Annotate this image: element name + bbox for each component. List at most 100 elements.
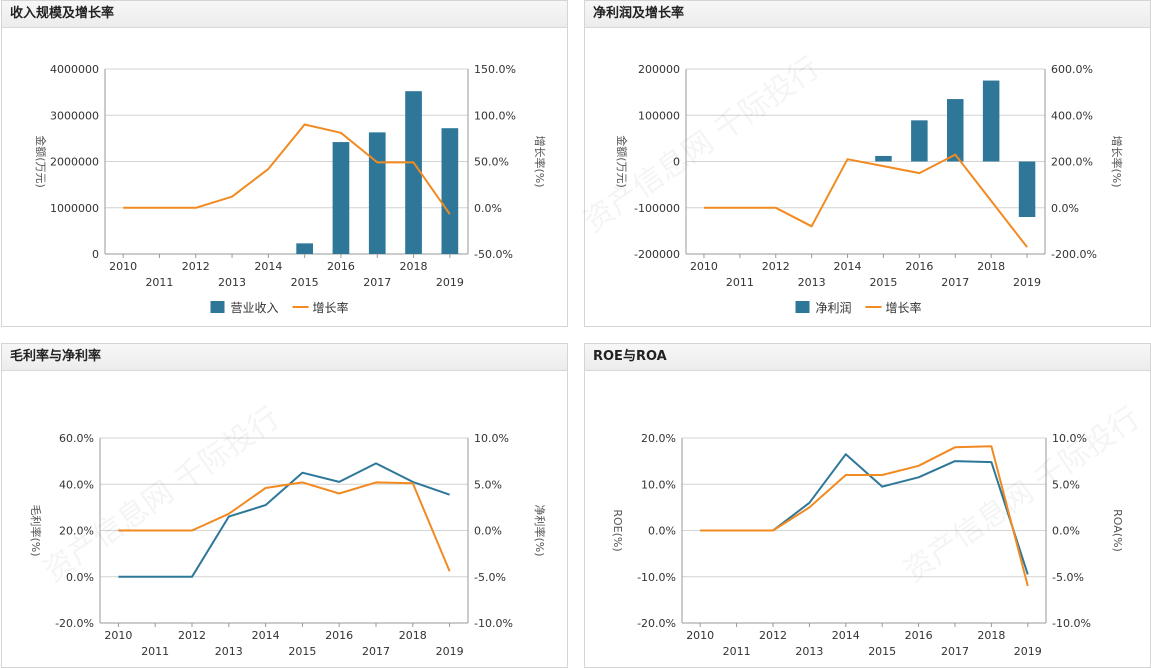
x-tick-label: 2019 (436, 276, 464, 289)
y2-axis-title: 增长率(%) (533, 135, 547, 187)
x-tick-label: 2018 (399, 629, 427, 642)
x-tick-label: 2019 (1014, 645, 1042, 658)
series-line (700, 445, 1029, 587)
panel-roe-roa: ROE与ROA -20.0% -10.0% 0.0% 10.0% 20.0% -10.0%… (584, 343, 1151, 668)
roe-roa-chart: -20.0% -10.0% 0.0% 10.0% 20.0% -10.0% -5.0% 0.0… (611, 432, 1124, 658)
x-tick-label: 2014 (832, 629, 860, 642)
y2-tick-label: -5.0% (1052, 571, 1084, 584)
y2-tick-label: 5.0% (474, 478, 502, 491)
x-tick-label: 2017 (363, 276, 391, 289)
y2-tick-label: 400.0% (1051, 109, 1093, 122)
x-tick-label: 2018 (400, 260, 428, 273)
legend-swatch (795, 301, 810, 313)
y2-tick-label: 100.0% (474, 109, 516, 122)
legend-label: 净利润 (816, 301, 852, 315)
y-tick-label: -200000 (634, 248, 680, 261)
y-tick-label: 10.0% (641, 478, 676, 491)
y2-tick-label: 10.0% (474, 432, 509, 445)
y2-axis-title: 净利率(%) (533, 504, 547, 556)
y-tick-label: 0.0% (66, 571, 94, 584)
y2-axis-title: 增长率(%) (1110, 135, 1124, 187)
legend-label: 增长率 (886, 300, 922, 315)
y-tick-label: 4000000 (50, 63, 99, 76)
legend-label: 增长率 (313, 300, 349, 315)
series-line (704, 153, 1028, 248)
x-tick-label: 2012 (759, 629, 787, 642)
y2-tick-label: 600.0% (1051, 63, 1093, 76)
y-tick-label: 20.0% (59, 525, 94, 538)
y2-tick-label: 0.0% (1051, 202, 1079, 215)
y-tick-label: 0 (673, 156, 680, 169)
x-tick-label: 2014 (252, 629, 280, 642)
y-axis-title: 金额(万元) (615, 135, 629, 188)
panel-margins: 毛利率与净利率 -20.0% 0.0% 20.0% 40.0% 60.0% -10.0% -… (1, 343, 568, 668)
revenue-chart: 0 1000000 2000000 3000000 4000000 -50.0% 0.0% 5… (34, 63, 547, 315)
y-tick-label: 40.0% (59, 478, 94, 491)
x-tick-label: 2010 (104, 629, 132, 642)
bar (441, 128, 459, 254)
x-tick-label: 2017 (362, 645, 390, 658)
panel-net-profit: 净利润及增长率 -200000 -100000 0 100000 200000 -200.… (584, 0, 1151, 327)
y2-tick-label: 5.0% (1052, 478, 1080, 491)
x-tick-label: 2017 (941, 276, 969, 289)
bar (875, 155, 892, 162)
bar (368, 132, 386, 254)
y2-tick-label: 50.0% (474, 156, 509, 169)
series-line (118, 481, 451, 572)
bar (946, 99, 964, 162)
bar (911, 120, 928, 162)
series-line (700, 453, 1029, 575)
y-tick-label: -20.0% (637, 617, 676, 630)
x-tick-label: 2017 (941, 645, 969, 658)
x-tick-label: 2019 (1013, 276, 1041, 289)
panel-title: 收入规模及增长率 (2, 1, 567, 28)
x-tick-label: 2013 (218, 276, 246, 289)
y-tick-label: 2000000 (50, 156, 99, 169)
series-line (123, 123, 451, 215)
y2-tick-label: 0.0% (1052, 525, 1080, 538)
y-axis-title: 毛利率(%) (29, 504, 43, 556)
y-tick-label: 200000 (638, 63, 680, 76)
net-profit-chart: -200000 -100000 0 100000 200000 -200.0% 0.0% 20… (615, 63, 1124, 315)
y2-tick-label: -5.0% (474, 571, 506, 584)
x-tick-label: 2018 (977, 260, 1005, 273)
y2-tick-label: 10.0% (1052, 432, 1087, 445)
x-tick-label: 2012 (762, 260, 790, 273)
y-axis-title: ROE(%) (611, 509, 624, 551)
x-tick-label: 2011 (145, 276, 173, 289)
legend-label: 营业收入 (231, 301, 279, 315)
y2-tick-label: 200.0% (1051, 156, 1093, 169)
x-tick-label: 2015 (291, 276, 319, 289)
bar (405, 91, 422, 254)
bar (982, 80, 1000, 162)
y-tick-label: 0.0% (648, 525, 676, 538)
x-tick-label: 2016 (325, 629, 353, 642)
y-tick-label: 0 (92, 248, 99, 261)
panel-revenue: 收入规模及增长率 0 1000000 2000000 3000000 4000000 -5… (1, 0, 568, 327)
y-tick-label: 20.0% (641, 432, 676, 445)
legend-swatch (210, 301, 225, 313)
x-tick-label: 2016 (327, 260, 355, 273)
x-tick-label: 2010 (109, 260, 137, 273)
y-tick-label: 3000000 (50, 109, 99, 122)
x-tick-label: 2011 (141, 645, 169, 658)
x-tick-label: 2011 (723, 645, 751, 658)
series-line (118, 462, 450, 578)
y-tick-label: -10.0% (637, 571, 676, 584)
x-tick-label: 2012 (182, 260, 210, 273)
y2-tick-label: -200.0% (1051, 248, 1097, 261)
y-tick-label: 1000000 (50, 202, 99, 215)
y2-axis-title: ROA(%) (1111, 509, 1124, 552)
x-tick-label: 2010 (690, 260, 718, 273)
bar (1018, 161, 1036, 217)
y-tick-label: 100000 (638, 109, 680, 122)
panel-title: ROE与ROA (585, 344, 1150, 371)
y-tick-label: -20.0% (55, 617, 94, 630)
y2-tick-label: 150.0% (474, 63, 516, 76)
x-tick-label: 2010 (686, 629, 714, 642)
bar (332, 142, 350, 254)
x-tick-label: 2016 (905, 629, 933, 642)
y2-tick-label: -10.0% (474, 617, 513, 630)
x-tick-label: 2015 (288, 645, 316, 658)
y2-tick-label: -10.0% (1052, 617, 1091, 630)
